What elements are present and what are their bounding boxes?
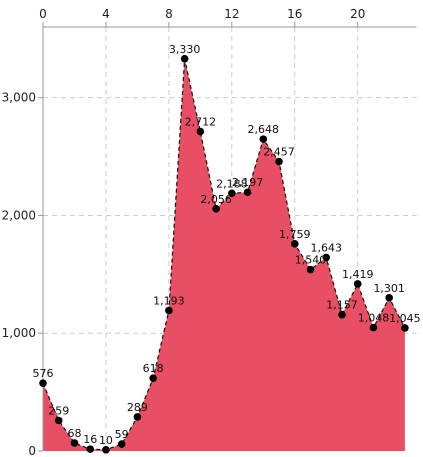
data-point — [290, 240, 299, 248]
data-label: 59 — [115, 428, 129, 441]
x-axis-ticks: 0 4 8 12 16 20 — [39, 7, 365, 27]
data-label: 289 — [127, 401, 148, 414]
x-tick-label: 12 — [224, 7, 239, 21]
data-point — [243, 188, 252, 197]
data-point — [196, 127, 205, 136]
data-point — [401, 324, 409, 332]
data-label: 1,540 — [295, 254, 327, 267]
data-label: 3,330 — [169, 43, 201, 56]
y-tick-label: 0 — [28, 444, 36, 457]
data-label: 1,045 — [389, 312, 421, 325]
data-label: 2,197 — [232, 176, 264, 189]
data-label: 1,759 — [279, 228, 311, 241]
x-tick-label: 20 — [350, 7, 365, 21]
y-tick-label: 1,000 — [2, 326, 36, 340]
data-label: 68 — [67, 427, 81, 440]
y-tick-label: 3,000 — [2, 91, 36, 105]
data-label: 1,157 — [326, 299, 358, 312]
data-point — [212, 205, 220, 213]
data-point — [338, 310, 346, 319]
data-point — [149, 374, 157, 383]
area-fill — [43, 58, 405, 452]
data-point — [133, 413, 142, 421]
data-labels: 576 259 68 16 10 59 289 618 1,193 3,330 2,712 2,056… — [33, 43, 421, 447]
y-tick-label: 2,000 — [2, 208, 36, 222]
data-point — [306, 265, 315, 274]
data-label: 1,643 — [310, 241, 342, 254]
data-label: 2,712 — [185, 116, 217, 129]
data-label: 2,188 — [216, 177, 248, 190]
data-point — [385, 293, 393, 302]
data-points — [39, 55, 409, 454]
data-label: 2,457 — [263, 146, 295, 159]
data-point — [228, 189, 236, 198]
data-point — [117, 440, 126, 448]
data-label: 2,056 — [200, 193, 232, 206]
data-point — [165, 306, 173, 315]
data-point — [353, 280, 362, 288]
x-tick-label: 8 — [165, 7, 173, 21]
x-tick-label: 0 — [39, 7, 47, 21]
data-label: 1,301 — [373, 282, 405, 295]
data-label: 1,048 — [358, 312, 390, 325]
data-point — [259, 135, 268, 143]
data-point — [369, 323, 378, 332]
data-point — [70, 439, 79, 447]
data-point — [180, 55, 189, 63]
data-label: 259 — [48, 404, 69, 417]
data-label: 618 — [143, 362, 164, 375]
data-label: 10 — [99, 434, 113, 447]
x-tick-label: 16 — [287, 7, 302, 21]
data-label: 16 — [83, 433, 97, 446]
data-label: 2,648 — [248, 123, 280, 136]
data-label: 1,193 — [153, 294, 185, 307]
data-point — [102, 446, 110, 454]
data-label: 576 — [33, 367, 54, 380]
x-tick-label: 4 — [102, 7, 110, 21]
data-label: 1,419 — [342, 268, 374, 281]
y-axis-ticks: 0 1,000 2,000 3,000 — [2, 91, 43, 457]
data-point — [86, 445, 95, 453]
data-point — [54, 416, 63, 425]
data-point — [322, 253, 331, 262]
data-point — [39, 379, 47, 387]
data-point — [275, 157, 283, 166]
